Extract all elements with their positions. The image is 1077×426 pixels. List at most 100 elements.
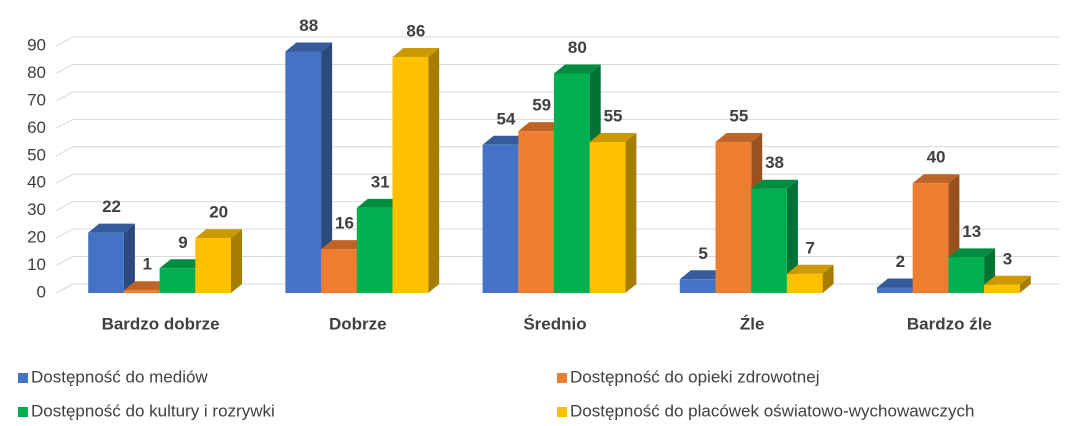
value-label: 88 [299,16,318,35]
bar [751,179,798,293]
bar-top [356,198,404,208]
legend-swatch [557,373,567,383]
bar-front [679,279,716,293]
bar-side [428,47,440,293]
y-tick-label: 90 [27,35,46,54]
y-tick-label: 10 [27,255,46,274]
value-label: 55 [729,107,748,126]
x-tick-label: Średnio [523,314,586,333]
value-label: 59 [532,96,551,115]
value-label: 9 [178,233,187,252]
value-label: 1 [143,255,152,274]
value-label: 31 [371,172,390,191]
bar-front [786,273,823,293]
legend-label: Dostępność do mediów [31,367,208,386]
value-label: 86 [406,21,425,40]
grid-line [55,63,1059,74]
bar-front [948,257,985,293]
x-tick-label: Dobrze [329,314,387,333]
bar [589,133,637,293]
bar-side [123,223,135,293]
bar-top [554,64,601,74]
value-label: 54 [496,109,515,128]
legend-label: Dostępność do kultury i rozrywki [31,401,275,420]
legend-swatch [18,373,28,383]
bar [715,133,763,293]
bar-front [518,131,554,293]
bar-top [984,275,1031,285]
bar-side [1019,275,1031,293]
bar-front [912,183,949,293]
x-tick-label: Źle [740,314,765,333]
y-tick-label: 70 [27,90,46,109]
bar-front [751,188,787,293]
value-label: 7 [806,238,815,257]
value-label: 38 [765,153,784,172]
bar-top [877,278,924,288]
bar-front [482,144,519,293]
x-tick-label: Bardzo dobrze [102,314,220,333]
bar-front [554,73,590,293]
bar-side [231,229,242,293]
y-tick-label: 0 [37,282,46,301]
bar [392,47,440,293]
bar-top [948,248,996,258]
y-tick-label: 30 [27,200,46,219]
bar-front [123,290,160,293]
value-label: 20 [209,203,228,222]
bar-top [88,223,135,233]
bar-side [822,264,834,293]
bar-top [518,122,565,132]
bar [786,264,834,293]
grid-line [55,118,1059,129]
bar-side [786,179,798,293]
bar [195,229,242,293]
legend-swatch [18,407,28,417]
value-label: 40 [927,148,946,167]
bar-top [912,174,960,184]
grid-line [55,36,1059,47]
value-label: 13 [962,222,981,241]
bar-top [123,281,171,291]
legend-label: Dostępność do placówek oświatowo-wychowa… [570,401,974,420]
bar-front [321,249,357,293]
bar-side [321,42,333,293]
legend-swatch [557,407,567,417]
bar-top [321,240,368,250]
value-label: 55 [604,107,623,126]
bar [88,223,135,293]
bar [285,42,333,293]
y-tick-label: 50 [27,145,46,164]
bar-top [392,47,440,57]
bar-top [786,264,834,274]
bar [984,275,1031,293]
bar-top [482,135,530,145]
bar-top [751,179,798,189]
bar-top [679,270,727,280]
y-tick-label: 20 [27,228,46,247]
bar-front [356,207,393,293]
bar-front [392,56,429,293]
x-tick-label: Bardzo źle [907,314,992,333]
bar-front [285,51,322,293]
bar-top [159,259,207,269]
bar-front [984,284,1020,293]
bar-top [589,133,637,143]
value-label: 2 [896,252,905,271]
value-label: 16 [335,214,354,233]
value-label: 22 [102,197,121,216]
bar-top [715,133,763,143]
y-tick-label: 60 [27,118,46,137]
bar-front [877,287,913,293]
value-label: 5 [698,244,707,263]
bar-top [285,42,333,52]
bar [948,248,996,293]
bar-front [159,268,196,293]
y-tick-label: 40 [27,173,46,192]
value-label: 80 [568,38,587,57]
bar-front [715,142,752,293]
bar-front [88,232,124,293]
legend-label: Dostępność do opieki zdrowotnej [570,367,819,386]
bar-front [589,142,626,293]
